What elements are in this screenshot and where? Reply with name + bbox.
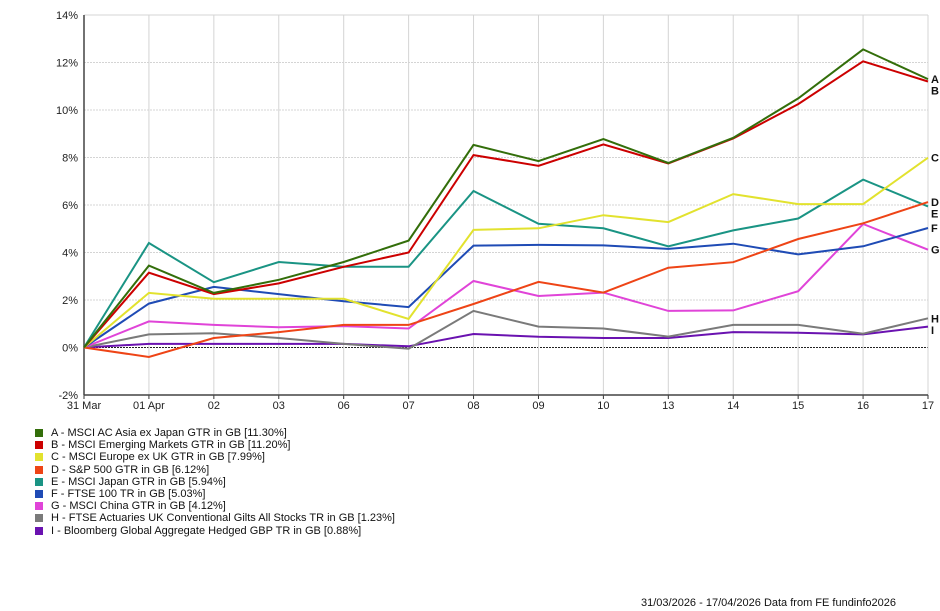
legend-swatch [35,465,43,474]
legend-label: F - FTSE 100 TR in GB [5.03%] [51,487,206,500]
series-line-f [83,227,929,349]
legend-item: E - MSCI Japan GTR in GB [5.94%] [35,476,395,488]
series-line-i [83,325,929,349]
x-tick-label: 31 Mar [67,400,102,412]
legend-label: H - FTSE Actuaries UK Conventional Gilts… [51,512,395,525]
x-tick-label: 13 [662,400,674,412]
end-label-d: D [931,197,939,209]
x-tick-label: 10 [597,400,609,412]
legend-swatch [35,429,43,438]
legend-label: C - MSCI Europe ex UK GTR in GB [7.99%] [51,451,265,464]
end-label-i: I [931,325,934,337]
legend-item: I - Bloomberg Global Aggregate Hedged GB… [35,525,395,537]
legend-item: B - MSCI Emerging Markets GTR in GB [11.… [35,439,395,451]
x-tick-label: 01 Apr [133,400,165,412]
series-line-b [83,60,929,349]
legend-label: B - MSCI Emerging Markets GTR in GB [11.… [51,439,291,452]
end-label-c: C [931,153,939,165]
legend-swatch [35,526,43,535]
x-tick-label: 08 [467,400,479,412]
legend-item: D - S&P 500 GTR in GB [6.12%] [35,464,395,476]
y-tick-label: 8% [62,153,78,165]
series-line-g [83,222,929,349]
legend-swatch [35,441,43,450]
legend-label: E - MSCI Japan GTR in GB [5.94%] [51,475,226,488]
legend-swatch [35,514,43,523]
end-label-a: A [931,74,939,86]
end-label-e: E [931,209,938,221]
y-tick-label: 12% [56,58,78,70]
x-tick-label: 03 [273,400,285,412]
y-tick-label: 0% [62,343,78,355]
series-line-a [83,48,929,349]
x-tick-label: 16 [857,400,869,412]
legend-swatch [35,490,43,499]
legend-swatch [35,502,43,511]
series-line-d [83,201,929,359]
series-line-h [83,309,929,350]
data-source-footer: 31/03/2026 - 17/04/2026 Data from FE fun… [641,597,897,609]
x-tick-label: 09 [532,400,544,412]
legend-label: G - MSCI China GTR in GB [4.12%] [51,500,226,513]
legend-item: G - MSCI China GTR in GB [4.12%] [35,500,395,512]
legend-swatch [35,453,43,462]
legend-item: A - MSCI AC Asia ex Japan GTR in GB [11.… [35,427,395,439]
legend-label: I - Bloomberg Global Aggregate Hedged GB… [51,524,362,537]
end-label-h: H [931,313,939,325]
end-label-g: G [931,245,940,257]
legend-label: D - S&P 500 GTR in GB [6.12%] [51,463,210,476]
series-line-e [83,178,929,349]
legend-label: A - MSCI AC Asia ex Japan GTR in GB [11.… [51,427,287,439]
x-tick-label: 15 [792,400,804,412]
series-lines [83,48,929,359]
y-tick-label: -2% [58,390,78,402]
legend-item: C - MSCI Europe ex UK GTR in GB [7.99%] [35,451,395,463]
y-tick-label: 6% [62,200,78,212]
y-tick-label: 14% [56,10,78,22]
end-label-b: B [931,86,939,98]
end-label-f: F [931,223,938,235]
legend-item: F - FTSE 100 TR in GB [5.03%] [35,488,395,500]
legend-swatch [35,477,43,486]
x-tick-label: 17 [922,400,934,412]
legend-item: H - FTSE Actuaries UK Conventional Gilts… [35,512,395,524]
y-tick-label: 2% [62,295,78,307]
x-tick-label: 07 [402,400,414,412]
x-tick-label: 02 [208,400,220,412]
y-tick-label: 4% [62,248,78,260]
tick-labels: -2% 0% 2% 4% 6% 8% 10% 12% 14% 31 Mar 01 Apr 02 03 06… [56,10,934,412]
series-line-c [83,156,929,349]
x-tick-label: 06 [338,400,350,412]
chart-legend: A - MSCI AC Asia ex Japan GTR in GB [11.… [35,427,395,537]
x-tick-label: 14 [727,400,739,412]
y-tick-label: 10% [56,105,78,117]
